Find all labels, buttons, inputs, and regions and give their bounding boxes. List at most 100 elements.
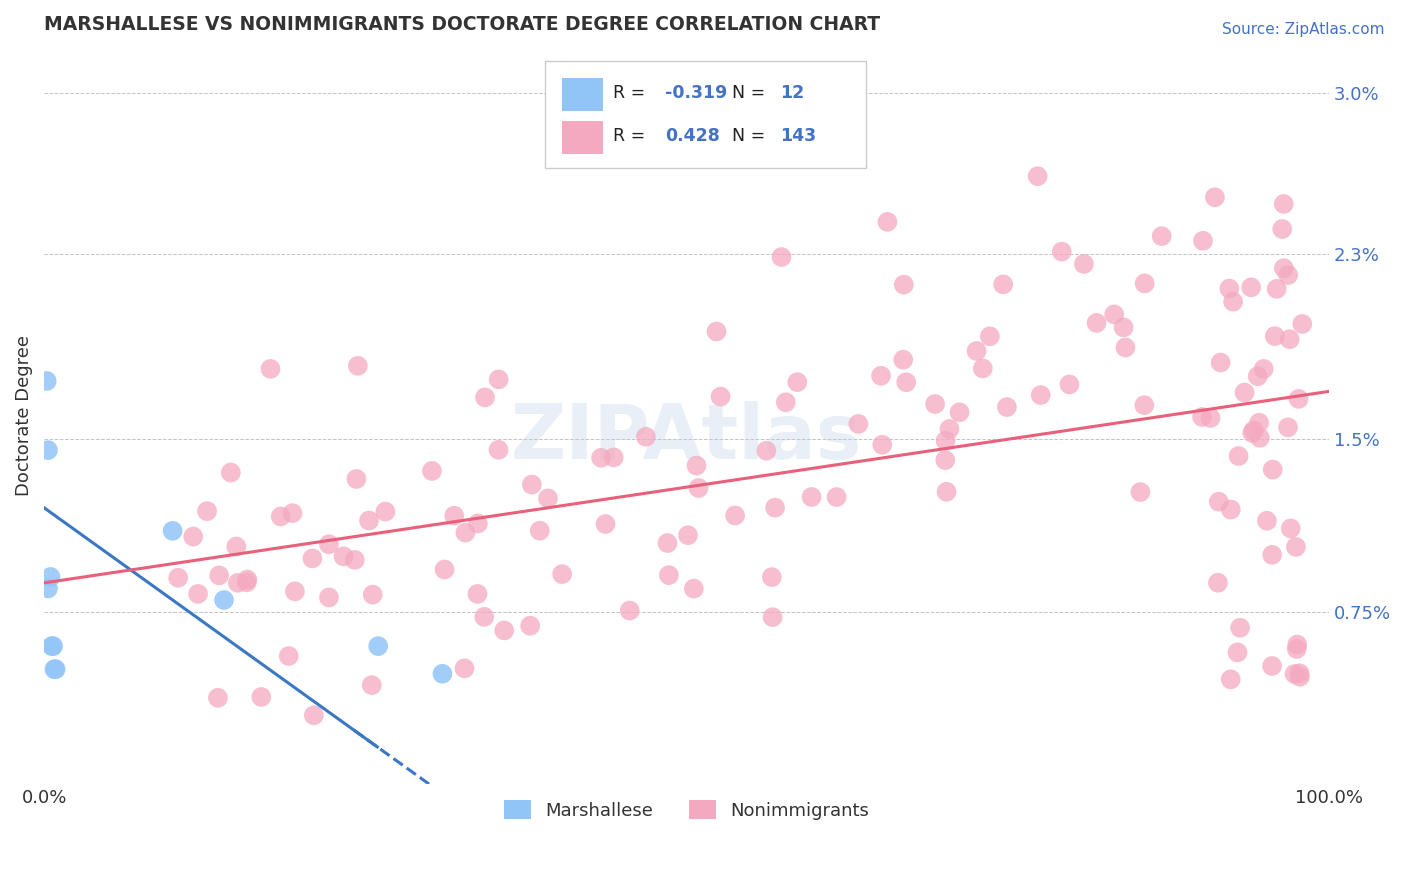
Point [488,442,510,457]
Point [1222,294,1244,309]
Text: R =: R = [613,84,651,103]
Point [938,422,960,436]
Point [44,662,66,676]
Point [1241,425,1264,440]
Point [35,374,58,388]
Point [1278,332,1301,346]
Point [236,573,259,587]
Point [284,584,307,599]
Point [1265,282,1288,296]
Point [935,434,957,448]
Point [332,549,354,564]
Point [676,528,699,542]
Point [591,450,613,465]
Point [706,325,728,339]
Point [709,390,731,404]
Point [1206,575,1229,590]
Point [519,618,541,632]
Point [472,610,495,624]
Point [755,443,778,458]
Point [1284,667,1306,681]
Point [658,568,681,582]
Point [367,639,389,653]
Point [1279,521,1302,535]
Point [225,540,247,554]
Point [924,397,946,411]
Point [167,571,190,585]
Point [433,562,456,576]
Point [467,587,489,601]
Point [1272,197,1295,211]
Point [1256,514,1278,528]
Point [825,490,848,504]
Point [761,570,783,584]
Point [347,359,370,373]
Point [1247,369,1270,384]
Point [301,551,323,566]
Point [181,530,204,544]
Point [763,500,786,515]
Point [1191,409,1213,424]
Point [1219,673,1241,687]
Point [302,708,325,723]
Point [979,329,1001,343]
Point [1227,449,1250,463]
Point [454,525,477,540]
Point [1291,317,1313,331]
Point [1243,423,1265,437]
Point [775,395,797,409]
Text: R =: R = [613,127,651,145]
Point [420,464,443,478]
Point [344,472,367,486]
Point [250,690,273,704]
Point [688,481,710,495]
Point [619,603,641,617]
Point [1133,398,1156,412]
Point [634,430,657,444]
Point [724,508,747,523]
Point [1204,190,1226,204]
Point [467,516,489,531]
Point [361,588,384,602]
Point [1249,416,1271,430]
Text: MARSHALLESE VS NONIMMIGRANTS DOCTORATE DEGREE CORRELATION CHART: MARSHALLESE VS NONIMMIGRANTS DOCTORATE D… [44,15,880,34]
Point [935,484,957,499]
Point [41,639,63,653]
Point [270,509,292,524]
Point [995,400,1018,414]
Point [45,662,67,676]
Point [1288,666,1310,681]
Point [1026,169,1049,184]
Point [891,352,914,367]
Point [682,582,704,596]
Point [318,591,340,605]
Point [1240,280,1263,294]
Point [1285,540,1308,554]
Point [1129,485,1152,500]
Point [876,215,898,229]
Point [443,508,465,523]
Point [208,568,231,582]
Point [893,277,915,292]
Point [432,666,454,681]
Point [259,362,281,376]
Point [195,504,218,518]
Point [993,277,1015,292]
Point [870,438,893,452]
Point [494,624,516,638]
Point [1288,392,1310,406]
FancyBboxPatch shape [562,78,603,111]
Point [770,250,793,264]
Point [1264,329,1286,343]
Point [453,661,475,675]
Text: N =: N = [731,84,770,103]
Text: N =: N = [731,127,770,145]
Point [39,570,62,584]
Point [1102,307,1125,321]
Point [1226,645,1249,659]
Point [1289,670,1312,684]
Point [357,514,380,528]
Point [374,505,396,519]
Point [1249,431,1271,445]
Point [226,575,249,590]
